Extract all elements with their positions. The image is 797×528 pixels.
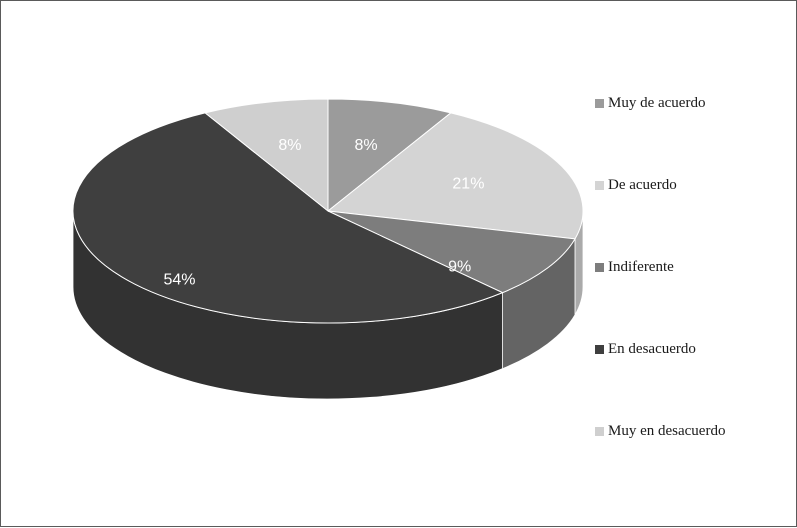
data-label: 21% xyxy=(452,176,484,193)
pie-side-walls xyxy=(72,210,584,400)
legend-item-en-desacuerdo: En desacuerdo xyxy=(595,339,696,359)
data-label: 9% xyxy=(448,258,471,275)
legend-item-indiferente: Indiferente xyxy=(595,257,674,277)
legend-label: En desacuerdo xyxy=(608,340,696,357)
data-label: 8% xyxy=(354,137,377,154)
legend-swatch xyxy=(595,98,604,108)
legend-swatch xyxy=(595,180,604,190)
legend-item-de-acuerdo: De acuerdo xyxy=(595,175,677,195)
legend-item-muy-de-acuerdo: Muy de acuerdo xyxy=(595,93,705,113)
pie-slice-muy-de-acuerdo xyxy=(327,98,452,213)
pie-slice-en-desacuerdo xyxy=(72,112,504,324)
legend-item-muy-en-desacuerdo: Muy en desacuerdo xyxy=(595,421,725,441)
data-label: 8% xyxy=(278,137,301,154)
legend-label: Indiferente xyxy=(608,258,674,275)
pie-top-faces xyxy=(72,98,584,324)
pie-slice-muy-en-desacuerdo xyxy=(204,98,329,213)
legend-swatch xyxy=(595,344,604,354)
legend-swatch xyxy=(595,262,604,272)
legend-label: De acuerdo xyxy=(608,176,677,193)
data-label: 54% xyxy=(163,272,195,289)
pie-slice-indiferente xyxy=(327,210,576,294)
legend-label: Muy de acuerdo xyxy=(608,94,706,111)
legend-label: Muy en desacuerdo xyxy=(608,422,726,439)
pie-data-labels: 8% 21% 9% 54% 8% xyxy=(163,137,484,289)
pie-slice-de-acuerdo xyxy=(326,112,584,240)
legend-swatch xyxy=(595,426,604,436)
